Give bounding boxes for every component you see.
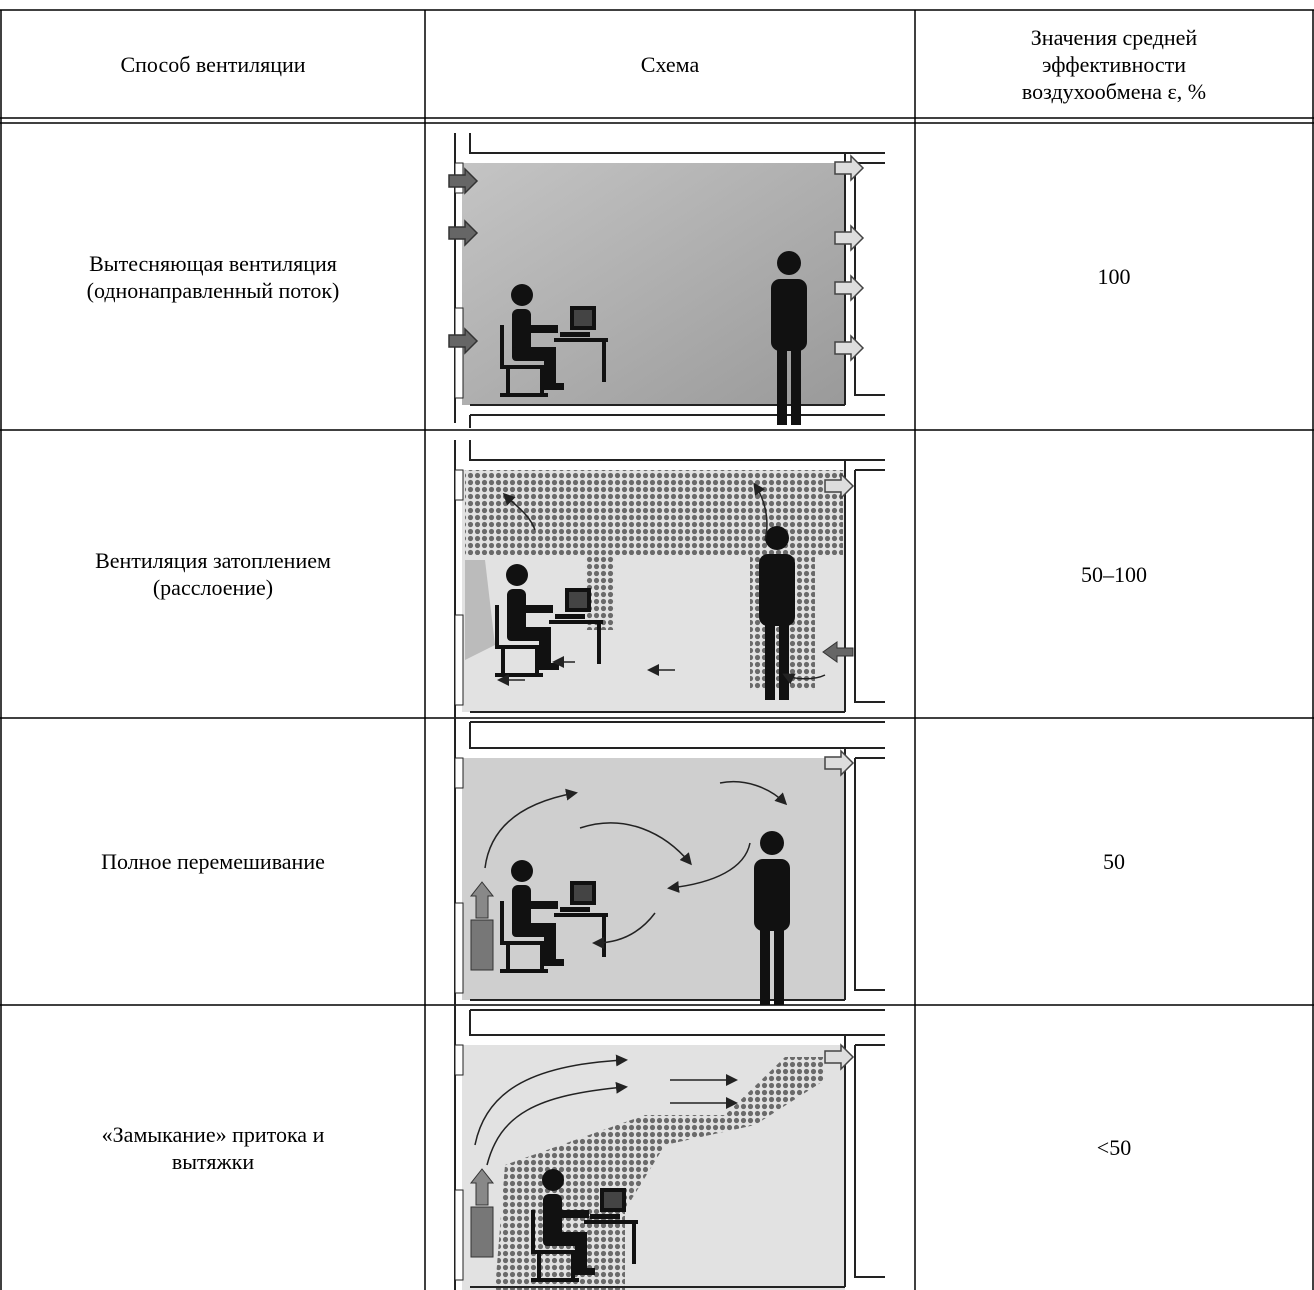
header-text: Способ вентиляции <box>120 51 306 77</box>
method-cell: Вентиляция затоплением (расслоение) <box>1 430 425 718</box>
method-text: (однонаправленный поток) <box>86 277 340 303</box>
header-cell: Способ вентиляции <box>1 10 425 118</box>
diagram-short-circuit <box>454 1014 886 1290</box>
value-cell: 50–100 <box>915 430 1313 718</box>
method-cell: Полное перемешивание <box>1 718 425 1005</box>
diagram-flooding <box>454 439 886 736</box>
method-text: (расслоение) <box>152 575 274 600</box>
diagram-displacement <box>448 132 886 429</box>
header-text: Значения средней <box>1030 24 1198 50</box>
method-text: «Замыкание» притока и <box>101 1121 325 1147</box>
method-cell: «Замыкание» притока и вытяжки <box>1 1005 425 1290</box>
diagram-mixing <box>454 727 886 1024</box>
value-cell: 100 <box>915 123 1313 430</box>
method-text: Вытесняющая вентиляция <box>89 250 337 276</box>
method-text: Вентиляция затоплением <box>95 548 331 573</box>
header-text: эффективности <box>1041 51 1187 77</box>
value-cell: 50 <box>915 718 1313 1005</box>
value-text: 50–100 <box>1081 561 1147 587</box>
header-text: воздухообмена ε, % <box>1021 78 1207 104</box>
value-text: <50 <box>1096 1135 1132 1160</box>
method-text: Полное перемешивание <box>101 849 325 874</box>
value-text: 50 <box>1103 849 1125 874</box>
header-cell: Значения средней эффективности воздухооб… <box>915 10 1313 118</box>
value-cell: <50 <box>915 1005 1313 1290</box>
method-text: вытяжки <box>171 1148 255 1174</box>
method-cell: Вытесняющая вентиляция (однонаправленный … <box>1 123 425 430</box>
grid <box>0 9 1314 1290</box>
header-cell: Схема <box>425 10 915 118</box>
header-text: Схема <box>640 51 700 77</box>
value-text: 100 <box>1097 264 1131 289</box>
